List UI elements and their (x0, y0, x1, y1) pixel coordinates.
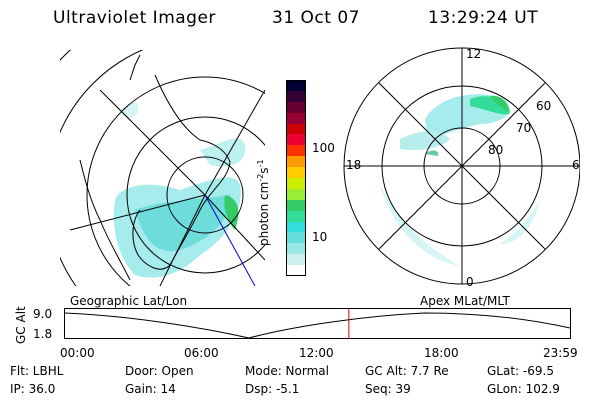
colorbar-swatch (286, 210, 306, 222)
polar-mlat-mlt-map: 12 18 6 0 60 70 80 (343, 47, 580, 289)
observation-time: 13:29:24 UT (428, 8, 539, 28)
colorbar-swatch (286, 243, 306, 255)
gain-info: Gain: 14 (125, 382, 176, 396)
colorbar-swatch (286, 90, 306, 102)
filter-info: Flt: LBHL (10, 364, 64, 378)
colorbar-swatch (286, 134, 306, 146)
glat-info: GLat: -69.5 (487, 364, 554, 378)
altitude-timeline (64, 308, 571, 339)
timeline-xtick-1: 06:00 (184, 346, 219, 360)
geographic-map (60, 50, 265, 286)
mlt-label-0: 0 (466, 275, 474, 289)
colorbar-swatch (286, 254, 306, 266)
mlt-label-6: 6 (572, 158, 580, 172)
mode-info: Mode: Normal (245, 364, 329, 378)
timeline-ytick-max: 9.0 (33, 307, 53, 321)
colorbar-swatch (286, 265, 306, 277)
colorbar-unit-label: photon cm-2s-1 (256, 159, 271, 246)
mlt-label-12: 12 (466, 47, 481, 61)
door-info: Door: Open (125, 364, 194, 378)
colorbar-swatch (286, 232, 306, 244)
colorbar-swatch (286, 80, 306, 91)
colorbar-frame (286, 80, 306, 276)
observation-date: 31 Oct 07 (272, 8, 360, 28)
timeline-xtick-2: 12:00 (299, 346, 334, 360)
colorbar-tick-10: 10 (312, 230, 328, 244)
timeline-xtick-0: 00:00 (60, 346, 95, 360)
glon-info: GLon: 102.9 (487, 382, 560, 396)
timeline-ytick-min: 1.8 (33, 327, 53, 341)
colorbar-swatch (286, 188, 306, 200)
colorbar-swatch (286, 167, 306, 179)
colorbar-swatch (286, 221, 306, 233)
mlt-label-18: 18 (346, 158, 361, 172)
colorbar-swatch (286, 178, 306, 189)
dsp-info: Dsp: -5.1 (245, 382, 300, 396)
mlat-label-70: 70 (516, 121, 531, 135)
geo-map-label: Geographic Lat/Lon (70, 294, 188, 308)
gc-alt-info: GC Alt: 7.7 Re (365, 364, 449, 378)
polar-map-label: Apex MLat/MLT (420, 294, 510, 308)
colorbar-swatch (286, 101, 306, 113)
timeline-xtick-4: 23:59 (543, 346, 578, 360)
colorbar-swatch (286, 112, 306, 124)
mlat-label-60: 60 (536, 99, 551, 113)
colorbar-swatch (286, 123, 306, 135)
seq-info: Seq: 39 (365, 382, 411, 396)
timeline-xtick-3: 18:00 (424, 346, 459, 360)
colorbar-tick-100: 100 (312, 141, 335, 155)
colorbar-swatch (286, 145, 306, 157)
mlat-label-80: 80 (488, 143, 503, 157)
timeline-axis-label: GC Alt (14, 306, 28, 344)
colorbar-swatch (286, 156, 306, 168)
colorbar (286, 80, 306, 277)
instrument-title: Ultraviolet Imager (53, 8, 216, 28)
ip-info: IP: 36.0 (10, 382, 56, 396)
colorbar-swatch (286, 199, 306, 211)
